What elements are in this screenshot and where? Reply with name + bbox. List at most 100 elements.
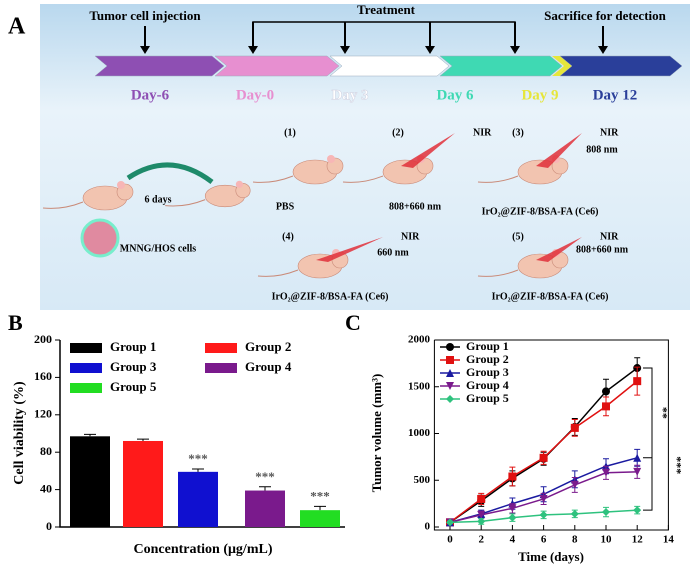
- timeline-segment: [439, 55, 563, 77]
- laser-label: 660 nm: [377, 247, 409, 258]
- marker: [446, 518, 454, 527]
- annotation: **: [656, 407, 670, 419]
- panel-label: B: [8, 310, 23, 335]
- bar: [123, 440, 163, 527]
- nir-label: NIR: [600, 127, 619, 138]
- marker: [477, 517, 486, 526]
- x-axis-label: Concentration (μg/mL): [134, 542, 273, 557]
- arrowhead: [510, 46, 520, 54]
- y-tick-label: 0: [46, 519, 52, 533]
- legend-label: Group 2: [245, 339, 291, 354]
- marker: [508, 513, 517, 522]
- y-axis-label: Cell viability (%): [12, 381, 27, 485]
- marker: [446, 343, 454, 351]
- mouse-ear: [235, 180, 243, 188]
- timeline-segment: [214, 55, 340, 77]
- panel-background: [40, 4, 690, 310]
- error-bar: [314, 505, 326, 511]
- caption: Tumor cell injection: [89, 8, 201, 23]
- mouse-tail: [165, 199, 206, 207]
- laser-beam: [316, 237, 383, 262]
- agent-label: PBS: [276, 201, 295, 212]
- agent-label: IrO₂@ZIF-8/BSA-FA (Ce6): [272, 291, 389, 302]
- group-number: (1): [284, 127, 296, 138]
- arrowhead: [140, 46, 150, 54]
- arrowhead: [598, 46, 608, 54]
- marker: [539, 510, 548, 519]
- bar: [178, 471, 218, 527]
- arrowhead: [340, 46, 350, 54]
- timeline-segment: [94, 55, 225, 77]
- agent-label: IrO₂@ZIF-8/BSA-FA (Ce6): [492, 291, 609, 302]
- legend-label: Group 5: [466, 391, 509, 405]
- marker: [570, 509, 579, 518]
- y-tick-label: 120: [34, 407, 52, 421]
- legend-label: Group 3: [110, 359, 157, 374]
- marker: [602, 387, 610, 396]
- legend-label: Group 4: [466, 378, 509, 392]
- laser-label: 808+660 nm: [389, 201, 442, 212]
- legend-label: Group 2: [466, 352, 509, 366]
- marker: [602, 402, 610, 411]
- bracket: [643, 367, 653, 511]
- x-tick-label: 0: [447, 534, 453, 546]
- legend-label: Group 4: [245, 359, 292, 374]
- legend-swatch: [70, 343, 102, 353]
- marker: [446, 356, 454, 364]
- y-tick-label: 200: [34, 332, 52, 346]
- marker: [508, 472, 517, 481]
- y-tick-label: 500: [414, 474, 431, 486]
- nir-label: NIR: [600, 231, 619, 242]
- y-tick-label: 1500: [408, 380, 431, 392]
- mouse-tail: [257, 269, 299, 277]
- x-axis-label: Time (days): [518, 549, 584, 564]
- x-tick-label: 10: [601, 534, 613, 546]
- timeline-segment: [329, 55, 450, 77]
- nir-label: NIR: [401, 231, 420, 242]
- legend-swatch: [205, 363, 237, 373]
- day-label: Day-6: [131, 87, 170, 103]
- y-tick-label: 1000: [408, 427, 431, 439]
- timeline-segment: [559, 55, 683, 77]
- caption: Sacrifice for detection: [544, 8, 667, 23]
- marker: [602, 508, 610, 517]
- agent-label: IrO₂@ZIF-8/BSA-FA (Ce6): [482, 206, 599, 217]
- marker: [633, 377, 642, 386]
- error-bar: [84, 433, 96, 437]
- transfer-arrow: [126, 162, 214, 184]
- x-tick-label: 6: [541, 534, 547, 546]
- marker: [508, 504, 517, 513]
- legend-swatch: [70, 363, 102, 373]
- bar: [70, 436, 110, 527]
- legend-label: Group 3: [466, 365, 509, 379]
- day-label: Day 12: [593, 87, 638, 103]
- day-label: Day 3: [331, 87, 368, 103]
- mouse-tail: [477, 269, 519, 277]
- marker: [539, 494, 548, 503]
- arrowhead: [425, 46, 435, 54]
- mouse-tail: [477, 175, 519, 183]
- y-tick-label: 80: [40, 444, 52, 458]
- cells-label: MNNG/HOS cells: [120, 243, 196, 254]
- laser-label: 808 nm: [586, 144, 618, 155]
- laser-beam: [401, 133, 455, 168]
- caption: Treatment: [357, 2, 416, 17]
- marker: [633, 453, 642, 462]
- bar: [245, 490, 285, 527]
- arrowhead: [248, 46, 258, 54]
- mouse-tail: [252, 175, 294, 183]
- error-bar: [192, 468, 204, 472]
- nir-label: NIR: [473, 127, 492, 138]
- group-number: (2): [392, 127, 404, 138]
- mouse-tail: [42, 201, 84, 209]
- x-tick-label: 14: [663, 534, 675, 546]
- x-tick-label: 12: [632, 534, 644, 546]
- annotation: ***: [670, 456, 684, 474]
- legend-label: Group 5: [110, 379, 157, 394]
- mouse-ear: [117, 181, 125, 189]
- day-label: Day-0: [236, 87, 274, 103]
- marker: [477, 494, 486, 503]
- laser-label: 808+660 nm: [576, 244, 629, 255]
- interval: 6 days: [145, 194, 172, 205]
